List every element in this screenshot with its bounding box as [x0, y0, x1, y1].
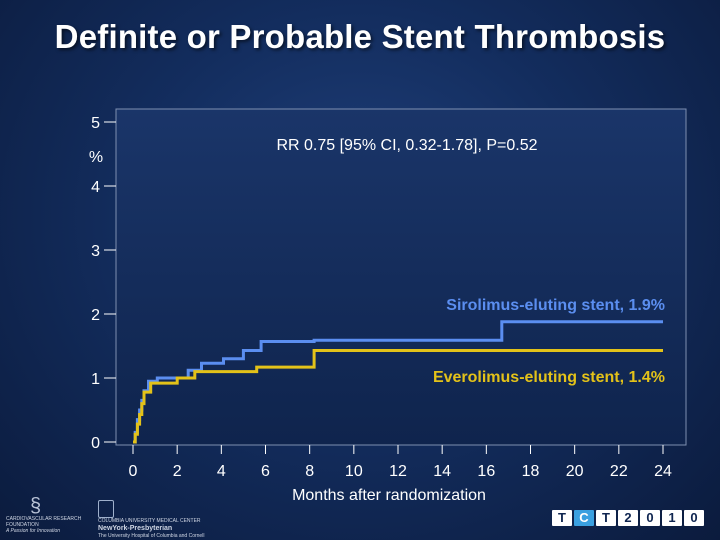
x-tick-label: 16 — [477, 463, 495, 480]
everolimus-step-line — [133, 349, 663, 444]
y-tick-label: 3 — [91, 243, 100, 260]
cvrf-name: CARDIOVASCULAR RESEARCH FOUNDATION — [6, 516, 82, 528]
tct-2010-logo: T C T 2 0 1 0 — [552, 510, 704, 528]
y-tick-label: 5 — [91, 115, 100, 132]
x-tick-label: 24 — [654, 463, 672, 480]
nyp-name: NewYork-Presbyterian — [98, 525, 173, 532]
x-tick-label: 6 — [261, 463, 270, 480]
rr-annotation: RR 0.75 [95% CI, 0.32-1.78], P=0.52 — [276, 137, 537, 154]
columbia-nyp-logo: COLUMBIA UNIVERSITY MEDICAL CENTER NewYo… — [98, 500, 218, 539]
y-tick-label: 2 — [91, 307, 100, 324]
x-tick-label: 8 — [305, 463, 314, 480]
crown-icon — [98, 500, 114, 518]
tct-letter: C — [574, 510, 594, 526]
tct-letter: T — [596, 510, 616, 526]
x-axis-label: Months after randomization — [292, 487, 486, 504]
cvrf-logo: § CARDIOVASCULAR RESEARCH FOUNDATION A P… — [6, 496, 98, 534]
x-tick-label: 0 — [129, 463, 138, 480]
nyp-subtitle: The University Hospital of Columbia and … — [98, 533, 205, 539]
tct-letter: 0 — [684, 510, 704, 526]
y-tick-label: 4 — [91, 179, 100, 196]
y-tick-label: 1 — [91, 371, 100, 388]
everolimus-series-label: Everolimus-eluting stent, 1.4% — [433, 369, 665, 386]
cvrf-tagline: A Passion for Innovation — [6, 528, 61, 534]
y-axis-label: % — [89, 149, 103, 166]
x-tick-label: 2 — [173, 463, 182, 480]
sponsor-logos: § CARDIOVASCULAR RESEARCH FOUNDATION A P… — [6, 494, 246, 539]
sirolimus-series-label: Sirolimus-eluting stent, 1.9% — [446, 297, 665, 314]
x-tick-label: 12 — [389, 463, 407, 480]
tct-letter: 1 — [662, 510, 682, 526]
x-tick-label: 4 — [217, 463, 226, 480]
tct-letter: 2 — [618, 510, 638, 526]
slide-title: Definite or Probable Stent Thrombosis — [54, 18, 666, 55]
cu-name: COLUMBIA UNIVERSITY MEDICAL CENTER — [98, 518, 201, 524]
tct-letter: 0 — [640, 510, 660, 526]
cvrf-swoosh-icon: § — [30, 495, 42, 517]
y-tick-label: 0 — [91, 435, 100, 452]
x-tick-label: 14 — [433, 463, 451, 480]
x-tick-label: 22 — [610, 463, 628, 480]
tct-letter: T — [552, 510, 572, 526]
plot-frame — [115, 108, 687, 446]
x-tick-label: 10 — [345, 463, 363, 480]
x-tick-label: 18 — [522, 463, 540, 480]
x-tick-label: 20 — [566, 463, 584, 480]
